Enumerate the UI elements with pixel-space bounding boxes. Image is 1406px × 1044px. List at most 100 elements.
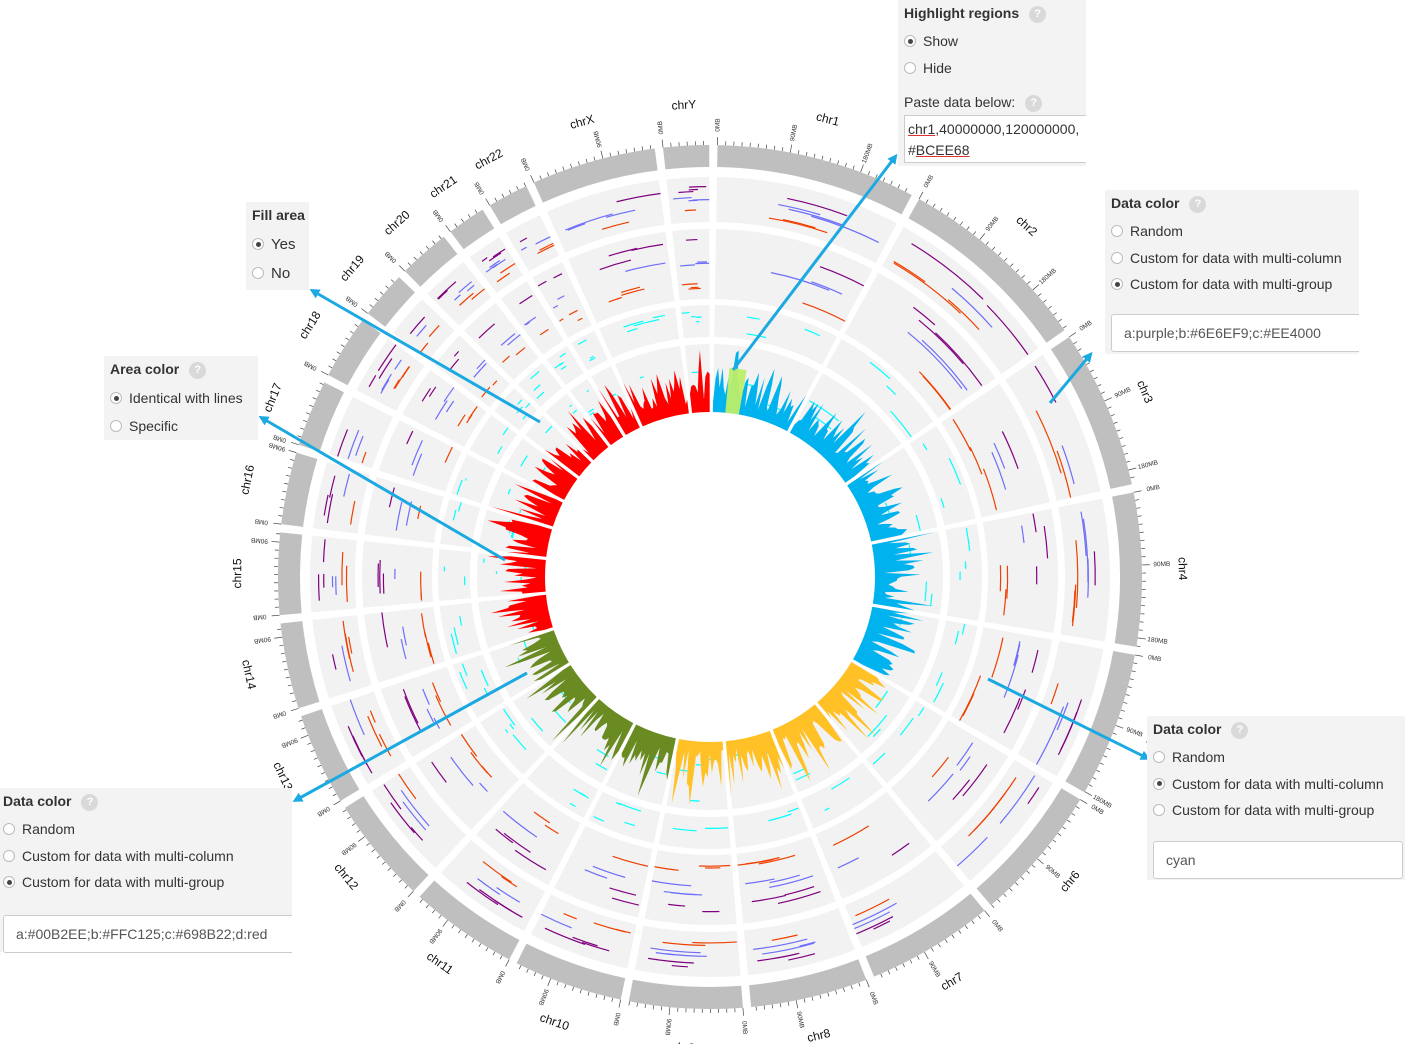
chromosome-label: chr16 bbox=[237, 463, 257, 496]
data-line bbox=[501, 876, 518, 888]
radio-icon[interactable] bbox=[1111, 278, 1123, 291]
radio-icon[interactable] bbox=[252, 238, 264, 251]
data-color-option-multi-column[interactable]: Custom for data with multi-column bbox=[1111, 245, 1353, 272]
tick-mark bbox=[843, 987, 845, 992]
highlight-option-hide[interactable]: Hide bbox=[904, 55, 1080, 82]
tick-mark bbox=[931, 947, 934, 952]
radio-icon[interactable] bbox=[1153, 804, 1165, 817]
help-icon[interactable]: ? bbox=[1029, 5, 1047, 23]
data-line bbox=[969, 446, 983, 475]
help-icon[interactable]: ? bbox=[1231, 721, 1249, 739]
radio-icon[interactable] bbox=[3, 823, 15, 836]
data-line bbox=[443, 387, 455, 402]
data-line bbox=[400, 639, 407, 660]
data-color-option-multi-group[interactable]: Custom for data with multi-group bbox=[1153, 797, 1399, 824]
area-color-option-identical[interactable]: Identical with lines bbox=[110, 384, 252, 412]
area-color-option-specific[interactable]: Specific bbox=[110, 412, 252, 440]
chromosome-label: chr20 bbox=[381, 207, 413, 238]
tick-mark bbox=[1075, 806, 1080, 809]
data-line bbox=[651, 880, 692, 887]
radio-icon[interactable] bbox=[904, 61, 916, 74]
radio-icon[interactable] bbox=[110, 420, 122, 433]
tick-mark bbox=[547, 172, 550, 177]
data-line bbox=[502, 355, 510, 363]
data-line bbox=[599, 259, 632, 271]
data-line bbox=[948, 458, 962, 485]
tick-mark bbox=[895, 966, 898, 971]
chromosome-label: chr18 bbox=[296, 308, 324, 341]
chromosome-label: chr3 bbox=[1134, 378, 1156, 405]
data-line bbox=[746, 316, 760, 320]
data-line bbox=[991, 451, 1007, 490]
area-histogram bbox=[621, 724, 676, 796]
data-color-option-multi-column[interactable]: Custom for data with multi-column bbox=[3, 843, 286, 870]
radio-icon[interactable] bbox=[904, 35, 916, 48]
data-line bbox=[367, 715, 383, 747]
tick-mark bbox=[1107, 406, 1112, 409]
area-histogram bbox=[598, 384, 640, 436]
chromosome-band bbox=[281, 452, 318, 527]
tick-mark bbox=[287, 466, 292, 469]
tick-mark bbox=[771, 1004, 774, 1009]
data-line bbox=[459, 671, 468, 690]
tick-mark bbox=[300, 427, 305, 430]
area-histogram bbox=[772, 704, 843, 782]
data-color-option-random[interactable]: Random bbox=[1111, 218, 1353, 245]
data-line bbox=[688, 287, 701, 290]
radio-icon[interactable] bbox=[1153, 751, 1165, 764]
radio-icon[interactable] bbox=[252, 267, 264, 280]
tick-mark bbox=[306, 412, 310, 415]
highlight-option-show[interactable]: Show bbox=[904, 28, 1080, 55]
tick-mark bbox=[1031, 864, 1036, 868]
radio-icon[interactable] bbox=[1153, 777, 1165, 790]
fill-option-no[interactable]: No bbox=[252, 259, 303, 288]
tick-mark bbox=[765, 144, 768, 149]
paste-data-textarea[interactable]: chr1,40000000,120000000, #BCEE68 bbox=[904, 115, 1086, 163]
radio-icon[interactable] bbox=[1111, 225, 1123, 238]
data-color-option-random[interactable]: Random bbox=[3, 816, 286, 843]
data-color-option-multi-group[interactable]: Custom for data with multi-group bbox=[1111, 271, 1353, 298]
tick-mark bbox=[1128, 467, 1137, 471]
track-background bbox=[546, 180, 665, 253]
tick-label: 0MB bbox=[1146, 484, 1160, 493]
data-line bbox=[581, 941, 610, 952]
data-line bbox=[540, 913, 572, 929]
tick-mark bbox=[742, 1007, 744, 1016]
radio-icon[interactable] bbox=[1111, 251, 1123, 264]
radio-icon[interactable] bbox=[3, 849, 15, 862]
tick-mark bbox=[958, 930, 962, 934]
tick-label: 90MB bbox=[795, 1011, 805, 1029]
data-line bbox=[596, 748, 609, 758]
data-color-option-multi-group[interactable]: Custom for data with multi-group bbox=[3, 869, 286, 896]
tick-mark bbox=[1003, 893, 1007, 898]
data-color-input[interactable]: cyan bbox=[1153, 841, 1403, 879]
data-line bbox=[322, 539, 326, 563]
tick-mark bbox=[946, 212, 950, 216]
chromosome-band bbox=[489, 185, 536, 225]
tick-mark bbox=[451, 924, 455, 929]
data-color-option-random[interactable]: Random bbox=[1153, 744, 1399, 771]
data-line bbox=[378, 733, 392, 757]
data-line bbox=[483, 687, 490, 697]
tick-mark bbox=[904, 187, 908, 192]
data-line bbox=[802, 302, 846, 322]
data-line bbox=[608, 247, 638, 257]
radio-icon[interactable] bbox=[3, 876, 15, 889]
data-line bbox=[784, 886, 815, 896]
help-icon[interactable]: ? bbox=[81, 793, 99, 811]
radio-icon[interactable] bbox=[110, 392, 122, 405]
data-color-option-multi-column[interactable]: Custom for data with multi-column bbox=[1153, 771, 1399, 798]
tick-label: 0MB bbox=[272, 709, 287, 720]
data-line bbox=[804, 328, 821, 337]
tick-label: 0MB bbox=[345, 294, 360, 308]
data-line bbox=[947, 299, 980, 331]
tick-mark bbox=[1118, 717, 1123, 720]
help-icon[interactable]: ? bbox=[1025, 94, 1043, 112]
help-icon[interactable]: ? bbox=[1189, 195, 1207, 213]
tick-mark bbox=[505, 959, 510, 967]
tick-mark bbox=[376, 855, 381, 859]
data-color-input[interactable]: a:#00B2EE;b:#FFC125;c:#698B22;d:red bbox=[3, 915, 292, 953]
help-icon[interactable]: ? bbox=[189, 361, 207, 379]
data-color-input[interactable]: a:purple;b:#6E6EF9;c:#EE4000 bbox=[1111, 314, 1359, 352]
fill-option-yes[interactable]: Yes bbox=[252, 230, 303, 259]
